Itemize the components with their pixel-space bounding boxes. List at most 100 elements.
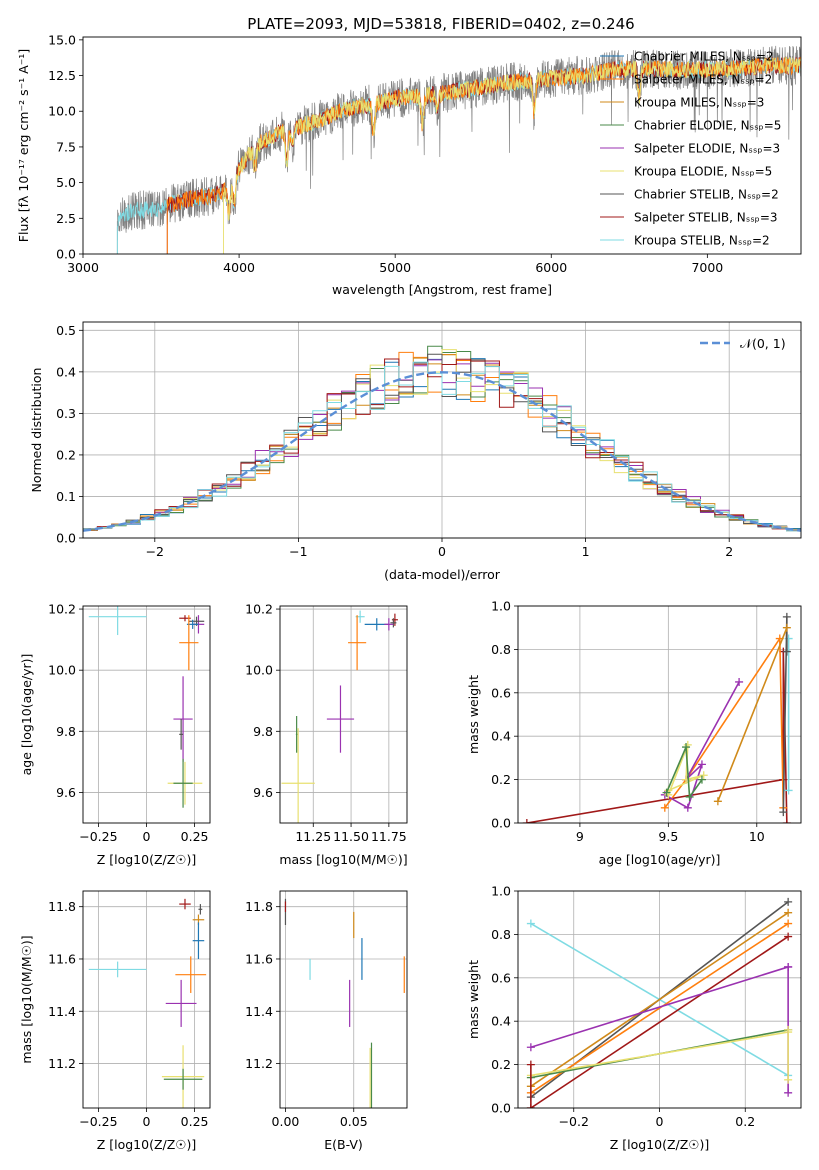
y-tick-label: 12.5 xyxy=(48,68,76,83)
y-tick-label: 0.8 xyxy=(491,927,511,942)
x-tick-label: 3000 xyxy=(67,260,99,275)
weight-marker xyxy=(526,1060,535,1069)
figure-title: PLATE=2093, MJD=53818, FIBERID=0402, z=0… xyxy=(247,15,634,33)
chart-spectrum: 3000 4000 5000 6000 7000 0.0 2.5 5.0 7.5 10.0 12.5… xyxy=(16,32,802,297)
y-tick-label: 11.8 xyxy=(48,899,76,914)
y-tick-label: 9.8 xyxy=(56,724,76,739)
y-axis-label: mass weight xyxy=(466,960,481,1039)
axes-frame xyxy=(279,605,408,824)
y-tick-label: 7.5 xyxy=(56,139,76,154)
model-spectrum-kroupa_elodie xyxy=(223,56,801,254)
y-tick-label: 9.6 xyxy=(253,785,273,800)
y-axis-label: Flux [fλ 10⁻¹⁷ erg cm⁻² s⁻¹ A⁻¹] xyxy=(16,49,31,242)
y-tick-label: 10.0 xyxy=(48,663,76,678)
plot-area xyxy=(526,897,793,1108)
legend-entry: 𝒩(0, 1) xyxy=(740,336,786,351)
legend-entry: Kroupa MILES, Nₛₛₚ=3 xyxy=(634,96,764,110)
x-tick-label: 0.05 xyxy=(340,1114,368,1129)
weight-line-kroupa_miles xyxy=(717,627,788,802)
x-tick-label: 2 xyxy=(725,544,733,559)
weight-marker xyxy=(784,1088,793,1097)
axes-frame xyxy=(82,36,802,255)
plot-area xyxy=(281,610,398,823)
y-tick-label: 11.6 xyxy=(245,951,273,966)
y-tick-label: 0.0 xyxy=(491,1101,511,1116)
weight-marker xyxy=(779,808,788,817)
plot-area xyxy=(88,898,207,1108)
plot-area xyxy=(83,345,801,532)
weight-marker xyxy=(522,819,531,823)
x-tick-label: 11.50 xyxy=(333,829,369,844)
y-axis-label: age [log10(age/yr)] xyxy=(19,654,34,776)
weight-marker xyxy=(699,771,708,780)
y-axis-label: Normed distribution xyxy=(29,368,44,493)
y-tick-label: 10.0 xyxy=(48,104,76,119)
y-tick-label: 0.4 xyxy=(491,729,511,744)
x-tick-label: 11.75 xyxy=(371,829,407,844)
chart-mass_vs_Z: −0.25 0 0.25 11.2 11.4 11.6 11.8 Z [log10(Z/Z☉)… xyxy=(19,890,211,1152)
weight-line-salpeter_elodie xyxy=(530,966,789,1049)
y-tick-label: 0.4 xyxy=(491,1014,511,1029)
weight-marker xyxy=(784,1025,793,1034)
x-tick-label: 0.25 xyxy=(181,829,209,844)
weight-marker xyxy=(662,788,671,797)
weight-line-salpeter_stelib xyxy=(526,651,788,823)
x-tick-label: −0.25 xyxy=(79,829,117,844)
weight-marker xyxy=(660,803,669,812)
legend-entry: Chabrier MILES, Nₛₛₚ=2 xyxy=(634,50,774,64)
legend-entry: Salpeter MILES, Nₛₛₚ=2 xyxy=(634,73,772,87)
plot-area xyxy=(116,45,801,254)
y-tick-label: 5.0 xyxy=(56,175,76,190)
y-tick-label: 0.0 xyxy=(491,816,511,831)
y-tick-label: 11.4 xyxy=(245,1004,273,1019)
x-tick-label: 1 xyxy=(582,544,590,559)
x-axis-label: wavelength [Angstrom, rest frame] xyxy=(332,282,552,297)
weight-marker xyxy=(683,803,692,812)
weight-marker xyxy=(784,962,793,971)
chart-age_vs_mass: 11.25 11.50 11.75 9.6 9.8 10.0 10.2 mass [log10… xyxy=(245,602,407,867)
weight-line-chabrier_elodie xyxy=(665,746,703,800)
y-tick-label: 0.2 xyxy=(56,447,76,462)
x-tick-label: 11.25 xyxy=(295,829,331,844)
y-tick-label: 11.2 xyxy=(245,1056,273,1071)
x-axis-label: mass [log10(M/M☉)] xyxy=(279,852,407,867)
legend-entry: Kroupa ELODIE, Nₛₛₚ=5 xyxy=(634,165,772,179)
chart-weight_vs_age: 9 9.5 10 0.0 0.2 0.4 0.6 0.8 1.0 age [log10(age/y… xyxy=(466,599,802,867)
axes-frame xyxy=(82,890,211,1109)
weight-line-kroupa_elodie xyxy=(530,1031,789,1077)
axes-frame xyxy=(517,890,802,1109)
legend-entry: Chabrier ELODIE, Nₛₛₚ=5 xyxy=(634,119,781,133)
y-axis-label: mass [log10(M/M☉)] xyxy=(19,935,34,1063)
legend-entry: Salpeter ELODIE, Nₛₛₚ=3 xyxy=(634,142,780,156)
y-tick-label: 0.4 xyxy=(56,364,76,379)
weight-marker xyxy=(784,1075,793,1084)
y-tick-label: 0.5 xyxy=(56,323,76,338)
weight-marker xyxy=(526,919,535,928)
y-tick-label: 11.8 xyxy=(245,899,273,914)
legend-entry: Kroupa STELIB, Nₛₛₚ=2 xyxy=(634,234,770,248)
weight-marker xyxy=(782,647,791,656)
weight-marker xyxy=(697,760,706,769)
chart-residuals: −2 −1 0 1 2 0.0 0.1 0.2 0.3 0.4 0.5 𝒩(0, 1) (data-mo… xyxy=(29,321,802,582)
y-tick-label: 0.6 xyxy=(491,685,511,700)
plot-area xyxy=(88,606,205,808)
weight-marker xyxy=(697,775,706,784)
x-tick-label: −0.25 xyxy=(79,1114,117,1129)
axes-frame xyxy=(517,605,802,824)
weight-marker xyxy=(784,786,793,795)
y-tick-label: 0.0 xyxy=(56,531,76,546)
y-axis-label: mass weight xyxy=(466,675,481,754)
y-tick-label: 10.0 xyxy=(245,663,273,678)
x-axis-label: age [log10(age/yr)] xyxy=(599,852,721,867)
y-tick-label: 0.2 xyxy=(491,1057,511,1072)
weight-marker xyxy=(735,677,744,686)
weight-marker xyxy=(784,932,793,941)
y-tick-label: 11.6 xyxy=(48,951,76,966)
x-tick-label: 4000 xyxy=(223,260,255,275)
y-tick-label: 1.0 xyxy=(491,884,511,899)
x-tick-label: 0.2 xyxy=(735,1114,755,1129)
weight-marker xyxy=(784,897,793,906)
axes-frame xyxy=(82,321,802,539)
weight-marker xyxy=(784,919,793,928)
